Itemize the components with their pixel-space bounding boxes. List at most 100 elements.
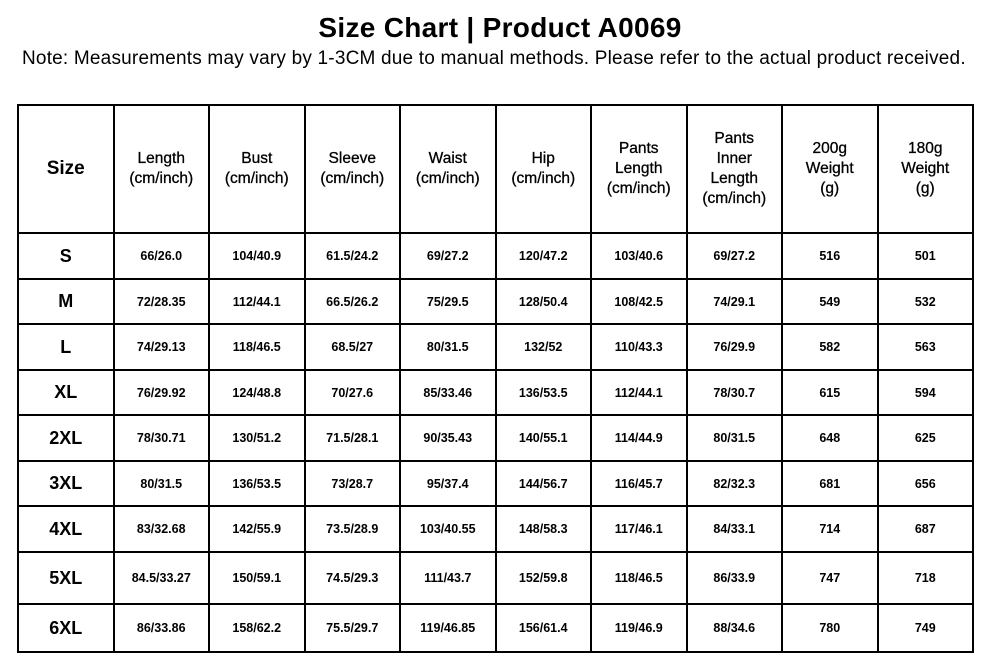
value-cell: 80/31.5 xyxy=(399,323,497,371)
value-cell: 136/53.5 xyxy=(208,460,306,507)
table-row: XL 76/29.92 124/48.8 70/27.6 85/33.46 136/53.… xyxy=(17,369,974,416)
value-cell: 119/46.9 xyxy=(590,603,688,653)
value-cell: 563 xyxy=(876,323,974,371)
size-cell: 3XL xyxy=(17,460,115,507)
column-header: 200g Weight (g) xyxy=(781,104,879,234)
column-header: Pants Inner Length (cm/inch) xyxy=(685,104,783,234)
value-cell: 76/29.92 xyxy=(112,369,210,416)
column-header: Length (cm/inch) xyxy=(112,104,210,234)
value-cell: 84/33.1 xyxy=(685,505,783,553)
value-cell: 124/48.8 xyxy=(208,369,306,416)
column-header: Waist (cm/inch) xyxy=(399,104,497,234)
value-cell: 501 xyxy=(876,232,974,280)
value-cell: 74.5/29.3 xyxy=(303,551,401,605)
value-cell: 112/44.1 xyxy=(208,278,306,325)
value-cell: 69/27.2 xyxy=(399,232,497,280)
value-cell: 681 xyxy=(781,460,879,507)
value-cell: 718 xyxy=(876,551,974,605)
value-cell: 582 xyxy=(781,323,879,371)
value-cell: 74/29.13 xyxy=(112,323,210,371)
value-cell: 85/33.46 xyxy=(399,369,497,416)
value-cell: 76/29.9 xyxy=(685,323,783,371)
value-cell: 80/31.5 xyxy=(685,414,783,462)
column-header: Bust (cm/inch) xyxy=(208,104,306,234)
column-header: Sleeve (cm/inch) xyxy=(303,104,401,234)
table-row: 6XL 86/33.86 158/62.2 75.5/29.7 119/46.85 156… xyxy=(17,603,974,653)
value-cell: 156/61.4 xyxy=(494,603,592,653)
size-cell: 4XL xyxy=(17,505,115,553)
value-cell: 75/29.5 xyxy=(399,278,497,325)
value-cell: 74/29.1 xyxy=(685,278,783,325)
value-cell: 73/28.7 xyxy=(303,460,401,507)
measurement-note: Note: Measurements may vary by 1-3CM due… xyxy=(22,48,966,69)
value-cell: 103/40.6 xyxy=(590,232,688,280)
size-cell: 2XL xyxy=(17,414,115,462)
value-cell: 117/46.1 xyxy=(590,505,688,553)
value-cell: 86/33.86 xyxy=(112,603,210,653)
table-row: 2XL 78/30.71 130/51.2 71.5/28.1 90/35.43 140/… xyxy=(17,414,974,462)
value-cell: 75.5/29.7 xyxy=(303,603,401,653)
table-row: 3XL 80/31.5 136/53.5 73/28.7 95/37.4 144/56.7… xyxy=(17,460,974,507)
value-cell: 111/43.7 xyxy=(399,551,497,605)
value-cell: 95/37.4 xyxy=(399,460,497,507)
value-cell: 66.5/26.2 xyxy=(303,278,401,325)
value-cell: 687 xyxy=(876,505,974,553)
value-cell: 648 xyxy=(781,414,879,462)
size-cell: M xyxy=(17,278,115,325)
value-cell: 714 xyxy=(781,505,879,553)
value-cell: 136/53.5 xyxy=(494,369,592,416)
value-cell: 148/58.3 xyxy=(494,505,592,553)
value-cell: 594 xyxy=(876,369,974,416)
column-header: 180g Weight (g) xyxy=(876,104,974,234)
value-cell: 116/45.7 xyxy=(590,460,688,507)
value-cell: 84.5/33.27 xyxy=(112,551,210,605)
size-cell: 5XL xyxy=(17,551,115,605)
value-cell: 128/50.4 xyxy=(494,278,592,325)
size-chart-table: Size Length (cm/inch) Bust (cm/inch) Sleeve (c… xyxy=(17,104,974,653)
page-title: Size Chart | Product A0069 xyxy=(318,12,682,43)
table-row: S 66/26.0 104/40.9 61.5/24.2 69/27.2 120/47.2… xyxy=(17,232,974,280)
value-cell: 780 xyxy=(781,603,879,653)
value-cell: 615 xyxy=(781,369,879,416)
size-cell: L xyxy=(17,323,115,371)
value-cell: 108/42.5 xyxy=(590,278,688,325)
value-cell: 61.5/24.2 xyxy=(303,232,401,280)
value-cell: 78/30.7 xyxy=(685,369,783,416)
table-row: L 74/29.13 118/46.5 68.5/27 80/31.5 132/52 110… xyxy=(17,323,974,371)
value-cell: 152/59.8 xyxy=(494,551,592,605)
value-cell: 104/40.9 xyxy=(208,232,306,280)
value-cell: 114/44.9 xyxy=(590,414,688,462)
value-cell: 118/46.5 xyxy=(590,551,688,605)
value-cell: 83/32.68 xyxy=(112,505,210,553)
value-cell: 78/30.71 xyxy=(112,414,210,462)
value-cell: 158/62.2 xyxy=(208,603,306,653)
value-cell: 68.5/27 xyxy=(303,323,401,371)
value-cell: 86/33.9 xyxy=(685,551,783,605)
value-cell: 82/32.3 xyxy=(685,460,783,507)
value-cell: 142/55.9 xyxy=(208,505,306,553)
value-cell: 140/55.1 xyxy=(494,414,592,462)
value-cell: 130/51.2 xyxy=(208,414,306,462)
table-header-row: Size Length (cm/inch) Bust (cm/inch) Sleeve (c… xyxy=(17,104,974,234)
size-cell: 6XL xyxy=(17,603,115,653)
value-cell: 747 xyxy=(781,551,879,605)
value-cell: 150/59.1 xyxy=(208,551,306,605)
value-cell: 112/44.1 xyxy=(590,369,688,416)
value-cell: 73.5/28.9 xyxy=(303,505,401,553)
size-cell: S xyxy=(17,232,115,280)
value-cell: 749 xyxy=(876,603,974,653)
value-cell: 72/28.35 xyxy=(112,278,210,325)
value-cell: 549 xyxy=(781,278,879,325)
value-cell: 90/35.43 xyxy=(399,414,497,462)
value-cell: 71.5/28.1 xyxy=(303,414,401,462)
value-cell: 69/27.2 xyxy=(685,232,783,280)
value-cell: 516 xyxy=(781,232,879,280)
value-cell: 103/40.55 xyxy=(399,505,497,553)
value-cell: 119/46.85 xyxy=(399,603,497,653)
table-row: 5XL 84.5/33.27 150/59.1 74.5/29.3 111/43.7 15… xyxy=(17,551,974,605)
column-header: Size xyxy=(17,104,115,234)
value-cell: 70/27.6 xyxy=(303,369,401,416)
value-cell: 532 xyxy=(876,278,974,325)
value-cell: 80/31.5 xyxy=(112,460,210,507)
value-cell: 66/26.0 xyxy=(112,232,210,280)
